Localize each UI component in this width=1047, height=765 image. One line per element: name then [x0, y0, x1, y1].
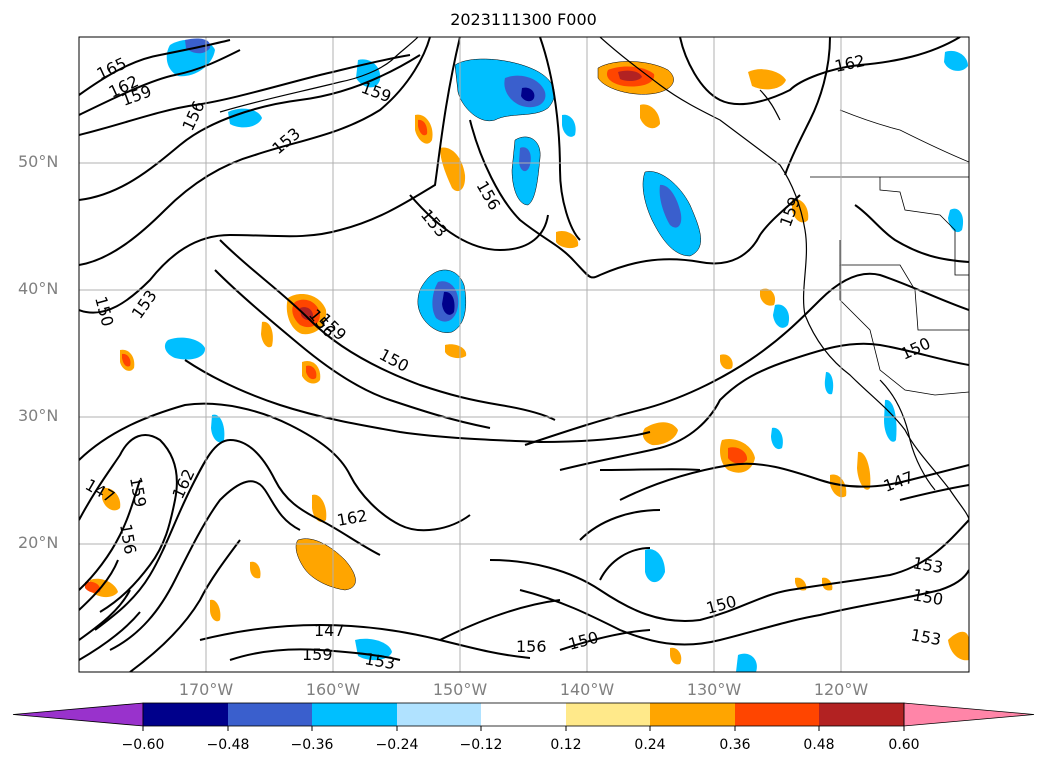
lat-label: 20°N — [18, 533, 59, 552]
plot-area — [79, 37, 969, 672]
colorbar-swatch — [312, 703, 397, 726]
colorbar-extend-low — [12, 702, 144, 727]
lon-label: 160°W — [305, 680, 361, 699]
lat-label: 30°N — [18, 406, 59, 425]
colorbar-tick-label: 0.12 — [550, 737, 582, 753]
contour-label: 147 — [314, 621, 345, 640]
colorbar-extend-high — [903, 702, 1035, 727]
gridlines — [79, 37, 969, 672]
plot-frame — [78, 36, 970, 673]
colorbar-swatch — [566, 703, 650, 726]
contour-label: 159 — [302, 645, 333, 664]
colorbar — [12, 702, 1035, 731]
coastlines — [219, 37, 969, 521]
lon-label: 150°W — [432, 680, 488, 699]
lon-label: 140°W — [559, 680, 615, 699]
colorbar-swatch — [143, 703, 228, 726]
colorbar-swatch — [397, 703, 481, 726]
colorbar-swatch — [650, 703, 735, 726]
colorbar-swatch — [481, 703, 566, 726]
lat-label: 50°N — [18, 152, 59, 171]
height-contours — [79, 37, 969, 672]
anomaly-shading — [85, 38, 969, 672]
lat-label: 40°N — [18, 279, 59, 298]
contour-label: 156 — [516, 637, 547, 656]
colorbar-tick-label: 0.24 — [634, 737, 666, 753]
colorbar-tick-label: −0.24 — [375, 737, 419, 753]
colorbar-tick-label: −0.48 — [206, 737, 250, 753]
colorbar-tick-label: 0.60 — [888, 737, 920, 753]
colorbar-swatch — [228, 703, 312, 726]
colorbar-tick-label: 0.36 — [719, 737, 751, 753]
colorbar-tick-label: 0.48 — [803, 737, 835, 753]
colorbar-swatch — [819, 703, 904, 726]
colorbar-tick-label: −0.60 — [121, 737, 165, 753]
colorbar-tick-label: −0.12 — [459, 737, 503, 753]
lon-label: 130°W — [686, 680, 742, 699]
political-borders — [810, 109, 969, 396]
lon-label: 120°W — [813, 680, 869, 699]
lon-label: 170°W — [178, 680, 234, 699]
colorbar-tick-label: −0.36 — [290, 737, 334, 753]
contour-label: 153 — [363, 649, 396, 673]
colorbar-swatch — [735, 703, 819, 726]
map-title: 2023111300 F000 — [450, 10, 597, 29]
